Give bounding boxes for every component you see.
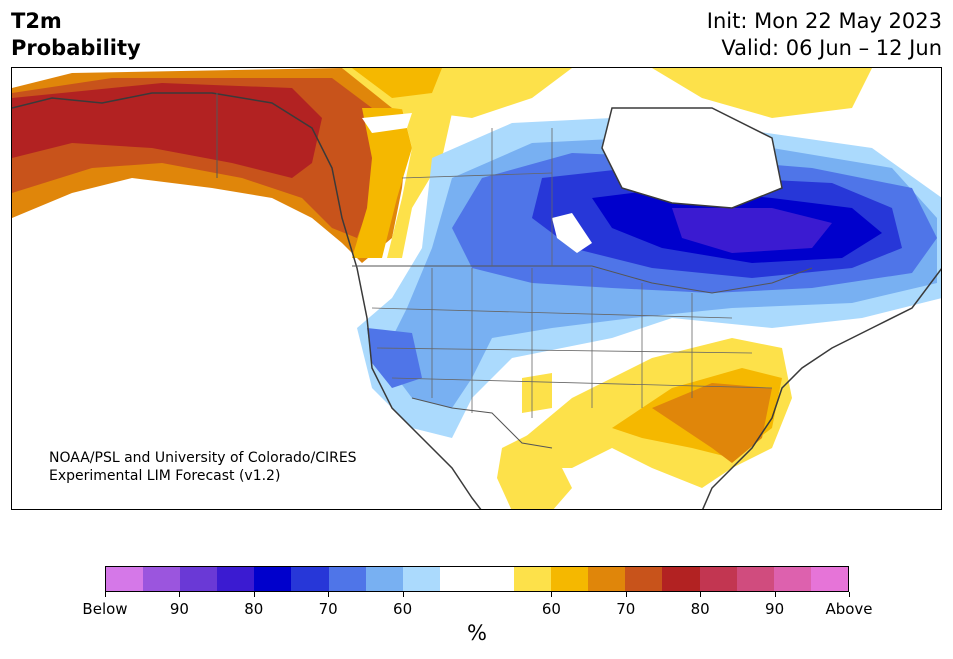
cold-region-sw xyxy=(367,328,422,388)
attribution-line-1: NOAA/PSL and University of Colorado/CIRE… xyxy=(49,450,357,466)
colorbar-segment xyxy=(217,567,255,591)
colorbar-segment xyxy=(328,567,366,591)
colorbar-segment xyxy=(551,567,589,591)
colorbar-tick-mark xyxy=(774,592,776,597)
great-lake-1 xyxy=(552,213,592,253)
colorbar-tick-label: 80 xyxy=(244,600,264,618)
colorbar-tick-label: 60 xyxy=(541,600,561,618)
colorbar-tick-mark xyxy=(105,592,106,597)
colorbar-tick-label: 90 xyxy=(765,600,785,618)
colorbar-tick-mark xyxy=(625,592,627,597)
colorbar-segment xyxy=(291,567,329,591)
colorbar-unit: % xyxy=(467,621,487,645)
init-date: Init: Mon 22 May 2023 xyxy=(706,9,942,33)
colorbar-segment xyxy=(625,567,663,591)
colorbar-segment xyxy=(143,567,181,591)
warm-region-alaska-core xyxy=(12,83,322,178)
great-lake-2 xyxy=(362,113,412,133)
forecast-dates: Init: Mon 22 May 2023 Valid: 06 Jun – 12… xyxy=(707,8,942,62)
colorbar-tick-label: 70 xyxy=(616,600,636,618)
colorbar-tick-label: 80 xyxy=(690,600,710,618)
colorbar-segment xyxy=(439,567,477,591)
colorbar-segment xyxy=(365,567,403,591)
map-canvas xyxy=(12,68,941,509)
title-line-2: Probability xyxy=(11,36,141,60)
colorbar-segment xyxy=(180,567,218,591)
colorbar-tick-mark xyxy=(179,592,181,597)
hudson-bay xyxy=(602,108,782,208)
probability-map xyxy=(11,67,942,510)
warm-region-nw-yellow xyxy=(352,108,412,258)
coastline-hudson xyxy=(601,107,783,209)
warm-region-se-orange xyxy=(652,383,772,463)
colorbar-tick-mark xyxy=(700,592,702,597)
colorbar-tick-mark xyxy=(849,592,850,597)
colorbar-segment xyxy=(254,567,292,591)
warm-region-mexico xyxy=(497,428,572,509)
colorbar-segment xyxy=(736,567,774,591)
colorbar-segment xyxy=(773,567,811,591)
map-title: T2m Probability xyxy=(11,8,141,62)
warm-region-nw-lightyellow xyxy=(387,108,452,258)
valid-date: Valid: 06 Jun – 12 Jun xyxy=(721,36,942,60)
attribution-line-2: Experimental LIM Forecast (v1.2) xyxy=(49,468,281,484)
border-us-mexico xyxy=(411,397,553,449)
colorbar-tick-label: Below xyxy=(82,600,128,618)
colorbar-segment xyxy=(514,567,552,591)
state-grid xyxy=(371,128,773,418)
colorbar-tick-mark xyxy=(253,592,255,597)
colorbar-segment xyxy=(810,567,848,591)
warm-region-ne-arctic xyxy=(652,68,872,118)
colorbar-tick-mark xyxy=(402,592,404,597)
colorbar-segment xyxy=(662,567,700,591)
warm-region-arctic-orange xyxy=(352,68,442,98)
colorbar-segment xyxy=(402,567,440,591)
colorbar-tick-label: 70 xyxy=(318,600,338,618)
colorbar-segment xyxy=(699,567,737,591)
colorbar-segment xyxy=(588,567,626,591)
colorbar-tick-mark xyxy=(551,592,553,597)
warm-region-texas xyxy=(522,373,552,413)
colorbar-segment xyxy=(106,567,144,591)
colorbar-tick-mark xyxy=(328,592,330,597)
attribution: NOAA/PSL and University of Colorado/CIRE… xyxy=(49,449,357,485)
colorbar xyxy=(105,566,849,592)
colorbar-segment xyxy=(476,567,515,591)
cold-region-extreme xyxy=(672,208,832,253)
colorbar-tick-label: Above xyxy=(825,600,873,618)
coastline-west xyxy=(12,92,482,509)
title-line-1: T2m xyxy=(11,9,62,33)
coastline-east xyxy=(702,268,941,509)
colorbar-tick-label: 90 xyxy=(169,600,189,618)
colorbar-tick-label: 60 xyxy=(393,600,413,618)
